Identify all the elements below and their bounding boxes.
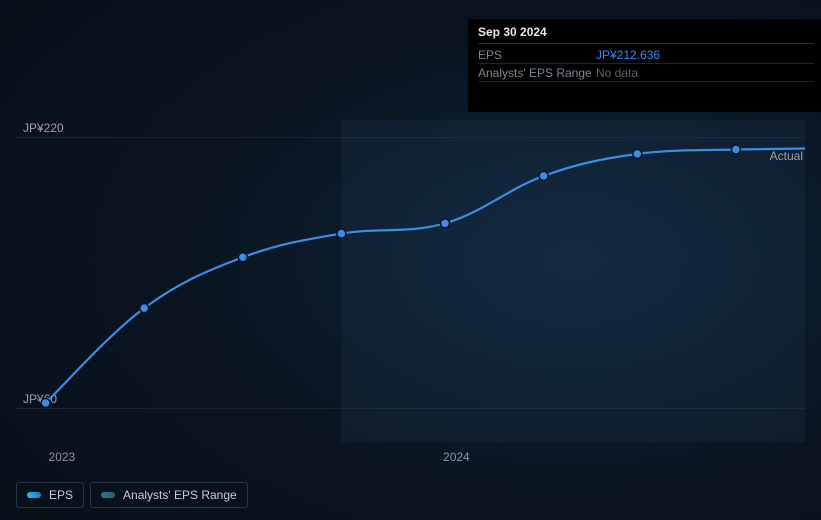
data-point[interactable] <box>539 171 548 180</box>
tooltip-value: JP¥212.636 <box>596 48 660 62</box>
legend-label: Analysts' EPS Range <box>123 488 237 502</box>
tooltip-date: Sep 30 2024 <box>478 25 814 44</box>
eps-chart: JP¥220JP¥60 20232024 Actual <box>16 120 805 442</box>
tooltip-key: Analysts' EPS Range <box>478 66 596 80</box>
legend: EPS Analysts' EPS Range <box>16 482 248 508</box>
tooltip-key: EPS <box>478 48 596 62</box>
data-point[interactable] <box>633 149 642 158</box>
x-axis-label: 2024 <box>443 450 470 464</box>
actual-label: Actual <box>770 149 803 163</box>
legend-swatch <box>27 492 41 498</box>
x-axis-label: 2023 <box>49 450 76 464</box>
data-point[interactable] <box>441 219 450 228</box>
legend-item[interactable]: EPS <box>16 482 84 508</box>
tooltip-value: No data <box>596 66 638 80</box>
plot-area <box>16 120 805 442</box>
data-point[interactable] <box>337 229 346 238</box>
data-point[interactable] <box>41 399 50 408</box>
legend-label: EPS <box>49 488 73 502</box>
shaded-region <box>341 120 805 442</box>
data-point[interactable] <box>140 304 149 313</box>
chart-tooltip: Sep 30 2024 EPSJP¥212.636Analysts' EPS R… <box>468 19 821 112</box>
legend-item[interactable]: Analysts' EPS Range <box>90 482 248 508</box>
tooltip-row: Analysts' EPS RangeNo data <box>478 64 814 82</box>
data-point[interactable] <box>238 253 247 262</box>
legend-swatch <box>101 492 115 498</box>
tooltip-row: EPSJP¥212.636 <box>478 46 814 64</box>
data-point[interactable] <box>731 145 740 154</box>
